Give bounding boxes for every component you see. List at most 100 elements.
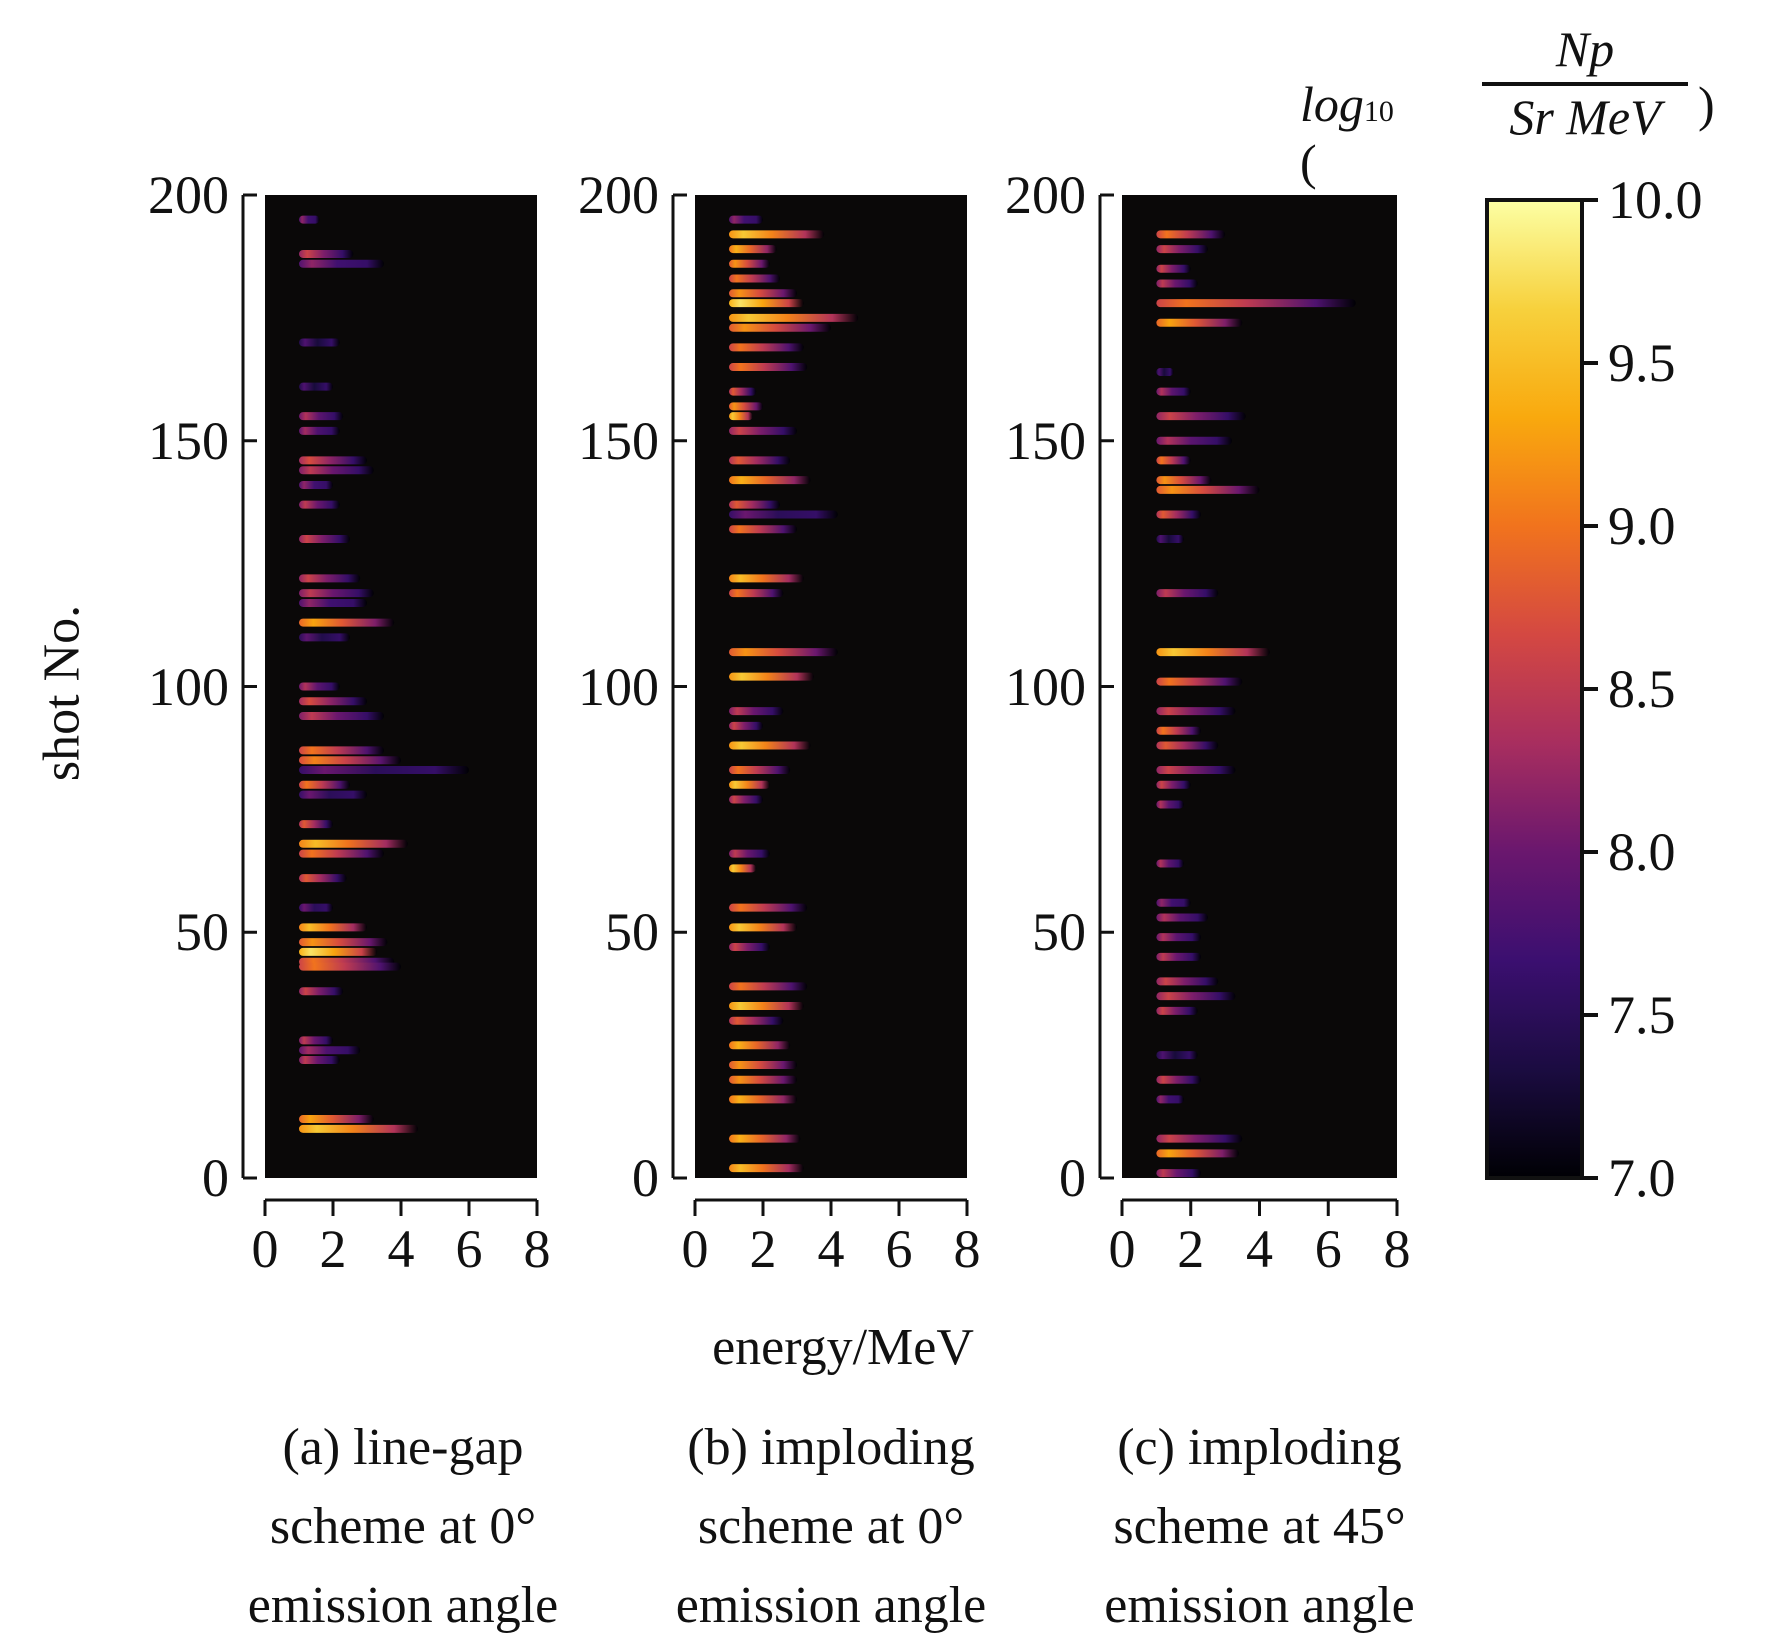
heatmap-streak	[299, 633, 350, 642]
heatmap-streak	[1156, 1169, 1202, 1178]
caption-line: scheme at 45°	[1113, 1498, 1406, 1555]
heatmap-streak	[299, 1115, 374, 1124]
heatmap-streak	[1156, 230, 1226, 239]
heatmap-streak	[299, 756, 401, 765]
heatmap-streak	[729, 741, 811, 750]
heatmap-streak	[1156, 299, 1356, 308]
heatmap-streak	[299, 466, 374, 475]
y-tick-label: 0	[202, 1148, 229, 1208]
heatmap-streak	[1156, 436, 1232, 445]
heatmap-streak	[299, 903, 333, 912]
heatmap-streak	[299, 215, 320, 224]
heatmap-streak	[299, 780, 350, 789]
heatmap-streak	[1156, 476, 1212, 485]
heatmap-streak	[1156, 535, 1184, 544]
panel-caption-c: (c) imploding scheme at 45° emission angle	[1050, 1408, 1470, 1645]
heatmap-streak	[729, 721, 763, 730]
x-tick-label: 8	[523, 1219, 551, 1279]
caption-line: (b) imploding	[687, 1419, 975, 1476]
heatmap-streak	[1156, 898, 1191, 907]
heatmap-streak	[1156, 1149, 1239, 1158]
heatmap-streak	[1156, 859, 1184, 868]
heatmap-streak	[1156, 412, 1246, 421]
heatmap-streak	[299, 987, 344, 996]
heatmap-streak	[729, 259, 770, 268]
heatmap-streak	[729, 426, 797, 435]
heatmap-streak	[299, 874, 347, 883]
heatmap-streak	[729, 1095, 797, 1104]
heatmap-streak	[299, 1056, 340, 1065]
heatmap-streak	[729, 1075, 797, 1084]
heatmap-streak	[1156, 726, 1202, 735]
panel-a	[241, 193, 539, 1216]
y-tick-label: 0	[632, 1148, 659, 1208]
x-tick-label: 2	[1177, 1219, 1205, 1279]
heatmap-streak	[1156, 318, 1243, 327]
heatmap-streak	[729, 982, 808, 991]
heatmap-streak	[729, 274, 780, 283]
heatmap-streak	[1156, 485, 1260, 494]
y-tick-label: 100	[578, 656, 659, 717]
heatmap-streak	[1156, 800, 1184, 809]
panel-b	[671, 193, 969, 1216]
y-tick-label: 200	[148, 165, 229, 225]
heatmap-streak	[729, 1001, 804, 1010]
heatmap-streak	[1156, 1051, 1198, 1060]
heatmap-streak	[1156, 1134, 1243, 1143]
heatmap-streak	[729, 289, 797, 298]
heatmap-streak	[729, 525, 797, 534]
heatmap-background	[1122, 195, 1397, 1178]
heatmap-streak	[1156, 510, 1202, 519]
x-tick-label: 8	[1383, 1219, 1411, 1279]
heatmap-streak	[1156, 780, 1191, 789]
heatmap-streak	[299, 682, 340, 691]
heatmap-streak	[299, 382, 333, 391]
heatmap-streak	[299, 923, 367, 932]
heatmap-streak	[1156, 367, 1174, 376]
heatmap-streak	[1156, 279, 1198, 288]
heatmap-streak	[1156, 456, 1191, 465]
caption-line: emission angle	[675, 1577, 987, 1634]
heatmap-streak	[729, 1164, 804, 1173]
x-tick-label: 4	[817, 1219, 845, 1279]
heatmap-streak	[299, 618, 395, 627]
heatmap-streak	[729, 903, 808, 912]
y-tick-label: 200	[578, 165, 659, 225]
heatmap-streak	[1156, 766, 1236, 775]
heatmap-streak	[729, 923, 797, 932]
heatmap-streak	[729, 574, 804, 583]
heatmap-streak	[729, 766, 791, 775]
heatmap-streak	[299, 456, 367, 465]
heatmap-streak	[299, 535, 350, 544]
caption-line: scheme at 0°	[697, 1498, 965, 1555]
colorbar-tick-label: 10.0	[1608, 170, 1703, 230]
heatmap-streak	[729, 648, 838, 657]
y-tick-label: 100	[1005, 656, 1086, 717]
x-tick-label: 2	[319, 1219, 347, 1279]
heatmap-streak	[729, 942, 770, 951]
heatmap-streak	[299, 598, 367, 607]
heatmap-streak	[729, 849, 770, 858]
heatmap-streak	[299, 938, 388, 947]
colorbar-tick-label: 9.5	[1608, 333, 1676, 393]
heatmap-streak	[729, 780, 770, 789]
heatmap-streak	[299, 426, 340, 435]
heatmap-streak	[299, 249, 354, 258]
caption-line: (c) imploding	[1117, 1419, 1402, 1476]
x-tick-label: 4	[387, 1219, 415, 1279]
panel-c	[1098, 193, 1399, 1216]
heatmap-streak	[729, 1016, 784, 1025]
x-tick-label: 0	[681, 1219, 709, 1279]
heatmap-streak	[299, 589, 374, 598]
heatmap-streak	[1156, 977, 1219, 986]
heatmap-streak	[1156, 913, 1208, 922]
heatmap-streak	[729, 245, 777, 254]
x-axis-label: energy/MeV	[712, 1319, 974, 1376]
heatmap-streak	[1156, 589, 1219, 598]
heatmap-streak	[1156, 1095, 1184, 1104]
heatmap-streak	[729, 313, 859, 322]
heatmap-streak	[1156, 677, 1243, 686]
y-axis-label: shot No.	[33, 604, 91, 782]
x-tick-label: 2	[749, 1219, 777, 1279]
